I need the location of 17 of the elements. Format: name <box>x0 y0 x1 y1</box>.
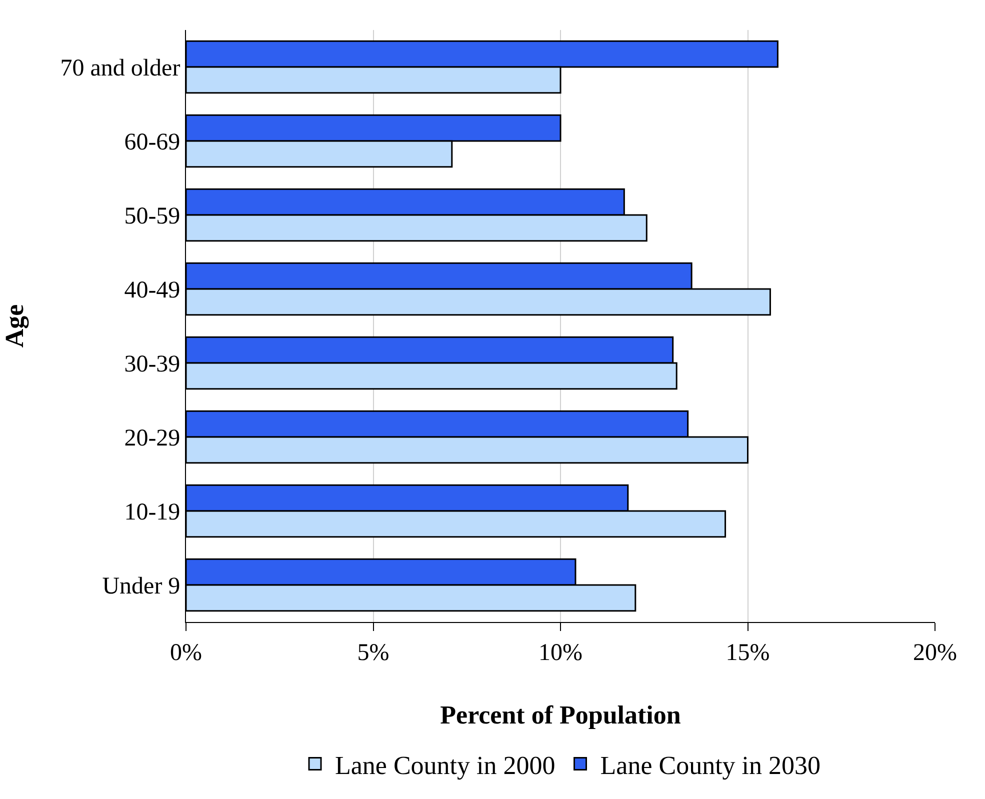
x-tick-label: 10% <box>538 640 582 666</box>
y-tick-label: 10-19 <box>124 499 180 526</box>
y-tick-label: 60-69 <box>124 129 180 156</box>
legend-label: Lane County in 2000 <box>335 750 556 780</box>
y-tick-label: 50-59 <box>124 203 180 230</box>
x-axis-title: Percent of Population <box>440 700 682 730</box>
x-tick-label: 5% <box>357 640 390 666</box>
x-tick-label: 0% <box>170 640 202 666</box>
x-tick-label: 20% <box>913 640 957 666</box>
y-tick-label: 40-49 <box>124 277 180 304</box>
legend-label: Lane County in 2030 <box>600 750 821 780</box>
y-tick-label: 70 and older <box>60 55 180 82</box>
y-tick-label: 30-39 <box>124 351 180 378</box>
x-tick-label: 15% <box>726 640 770 666</box>
y-tick-label: 20-29 <box>124 425 180 452</box>
y-tick-label: Under 9 <box>102 573 180 600</box>
y-axis-title: Age <box>0 304 29 348</box>
